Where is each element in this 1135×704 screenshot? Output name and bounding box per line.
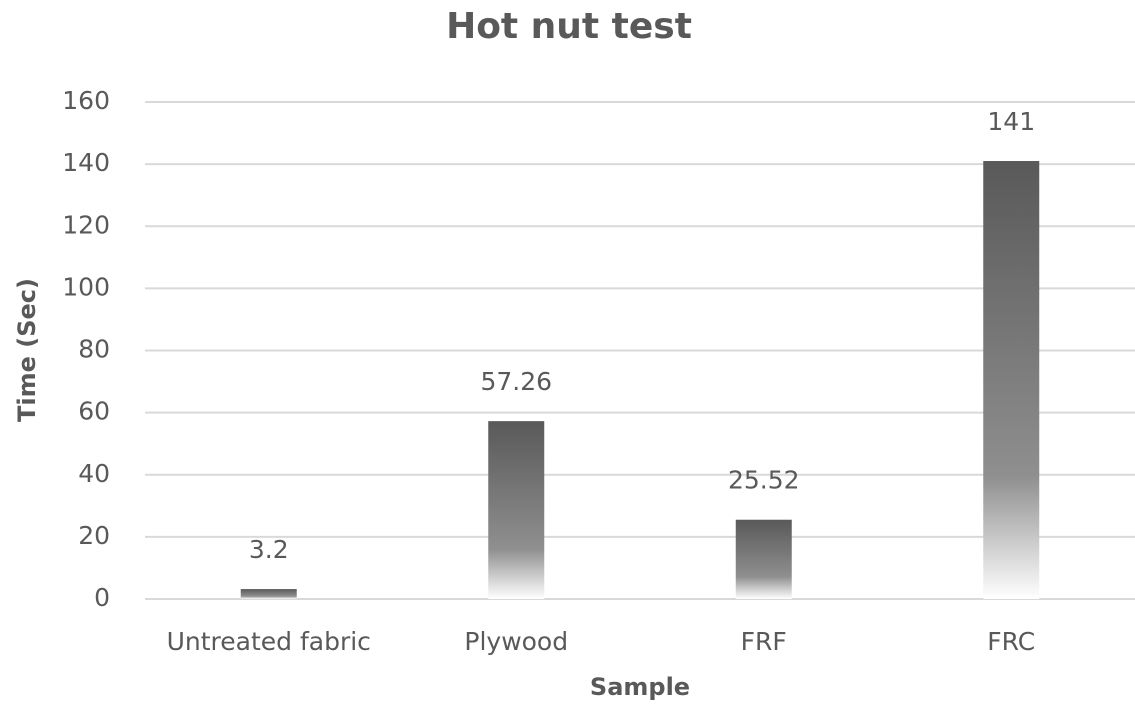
x-tick-label: Untreated fabric [167,627,371,656]
bar [240,589,297,599]
bar [488,421,545,599]
x-tick-label: FRF [741,627,787,656]
data-label: 141 [987,107,1035,136]
y-tick-label: 40 [78,459,110,488]
y-tick-label: 160 [62,86,110,115]
y-tick-label: 120 [62,210,110,239]
data-label: 3.2 [249,535,289,564]
data-label: 25.52 [728,466,800,495]
y-axis-label: Time (Sec) [13,278,41,422]
x-tick-label: Plywood [464,627,568,656]
bar [735,519,792,599]
x-axis-label: Sample [590,673,690,701]
chart-title: Hot nut test [446,6,692,47]
y-tick-label: 80 [78,335,110,364]
y-tick-label: 0 [94,583,110,612]
y-tick-label: 100 [62,272,110,301]
y-tick-label: 60 [78,397,110,426]
data-label: 57.26 [480,367,552,396]
y-tick-label: 20 [78,521,110,550]
y-tick-label: 140 [62,148,110,177]
bar [983,161,1040,600]
x-tick-label: FRC [987,627,1035,656]
